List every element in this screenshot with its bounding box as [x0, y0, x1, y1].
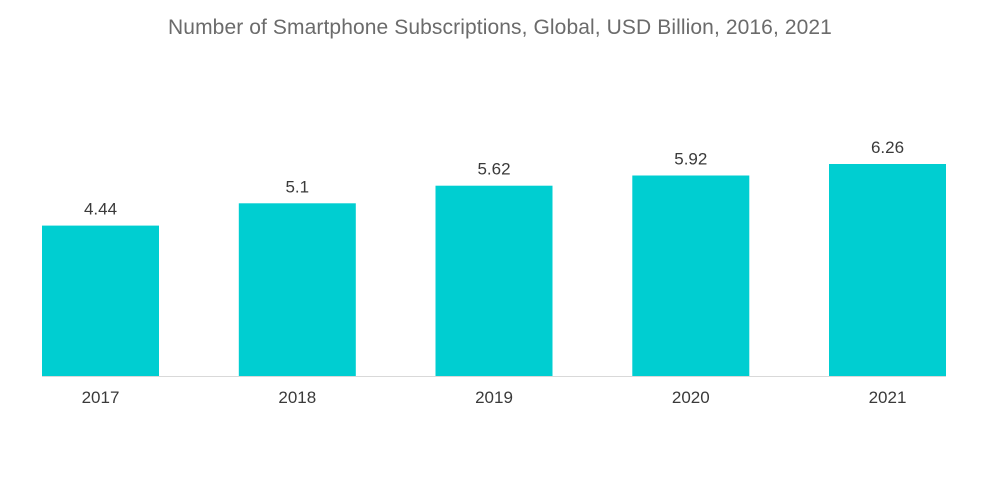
x-tick-label-2020: 2020: [672, 388, 710, 407]
chart-title: Number of Smartphone Subscriptions, Glob…: [168, 16, 832, 39]
value-label-2020: 5.92: [674, 150, 707, 169]
value-label-2019: 5.62: [477, 160, 510, 179]
x-tick-labels-group: 2017 2018 2019 2020 2021: [82, 388, 907, 407]
x-tick-label-2017: 2017: [82, 388, 120, 407]
bar-2020: [632, 175, 750, 376]
x-tick-label-2021: 2021: [869, 388, 907, 407]
value-labels-group: 4.44 5.1 5.62 5.92 6.26: [84, 138, 904, 219]
bar-2019: [435, 185, 553, 376]
bar-2017: [42, 225, 159, 376]
bar-2021: [829, 164, 946, 376]
x-tick-label-2019: 2019: [475, 388, 513, 407]
value-label-2021: 6.26: [871, 138, 904, 157]
value-label-2018: 5.1: [285, 177, 309, 196]
bars-group: [42, 164, 946, 376]
value-label-2017: 4.44: [84, 200, 117, 219]
x-tick-label-2018: 2018: [278, 388, 316, 407]
bar-2018: [238, 203, 356, 376]
